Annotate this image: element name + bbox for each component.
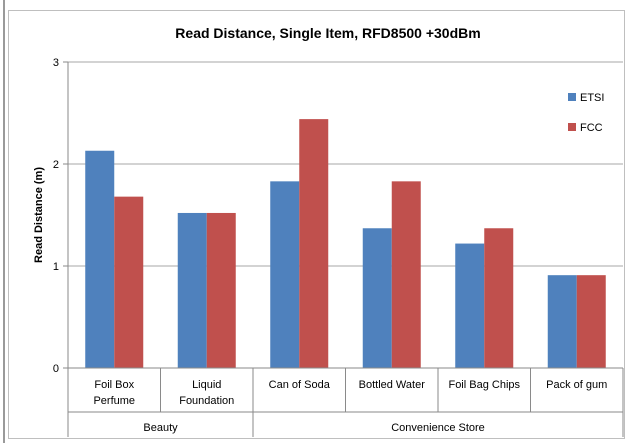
y-axis-label: Read Distance (m) xyxy=(33,167,45,263)
gridlines xyxy=(63,61,623,369)
x-category-label: Foil Bag Chips xyxy=(448,379,520,391)
y-tick-label: 1 xyxy=(53,261,59,273)
bar-etsi-5 xyxy=(547,275,577,368)
bar-fcc-1 xyxy=(206,212,236,368)
bar-fcc-2 xyxy=(299,119,329,369)
x-category-label: Foundation xyxy=(179,395,234,407)
x-category-label: Perfume xyxy=(93,395,135,407)
y-tick-label: 0 xyxy=(53,363,59,375)
bars xyxy=(85,119,606,369)
x-group-label: Beauty xyxy=(143,422,178,434)
x-category-label: Bottled Water xyxy=(359,379,426,391)
bar-fcc-3 xyxy=(391,181,421,368)
bar-etsi-4 xyxy=(455,243,485,368)
y-tick-label: 3 xyxy=(53,57,59,69)
bar-fcc-5 xyxy=(576,275,606,368)
bar-etsi-2 xyxy=(270,181,300,368)
legend-swatch-fcc xyxy=(568,123,576,131)
legend-label-fcc: FCC xyxy=(580,122,603,134)
x-category-label: Can of Soda xyxy=(269,379,331,391)
legend-swatch-etsi xyxy=(568,93,576,101)
bar-etsi-0 xyxy=(85,150,115,368)
legend: ETSI FCC xyxy=(568,92,604,134)
x-category-label: Foil Box xyxy=(94,379,134,391)
y-tick-labels: 0 1 2 3 xyxy=(53,57,59,375)
y-tick-label: 2 xyxy=(53,159,59,171)
x-category-labels: Foil Box Perfume Liquid Foundation Can of So… xyxy=(93,379,607,434)
bar-etsi-3 xyxy=(362,228,392,368)
legend-label-etsi: ETSI xyxy=(580,92,604,104)
x-category-label: Pack of gum xyxy=(546,379,607,391)
bar-fcc-0 xyxy=(114,196,144,368)
bar-fcc-4 xyxy=(484,228,514,368)
left-border-rule xyxy=(3,0,5,443)
chart-title: Read Distance, Single Item, RFD8500 +30d… xyxy=(175,25,480,41)
axes xyxy=(67,62,624,437)
x-group-label: Convenience Store xyxy=(391,422,485,434)
bar-etsi-1 xyxy=(177,212,207,368)
x-category-label: Liquid xyxy=(192,379,221,391)
